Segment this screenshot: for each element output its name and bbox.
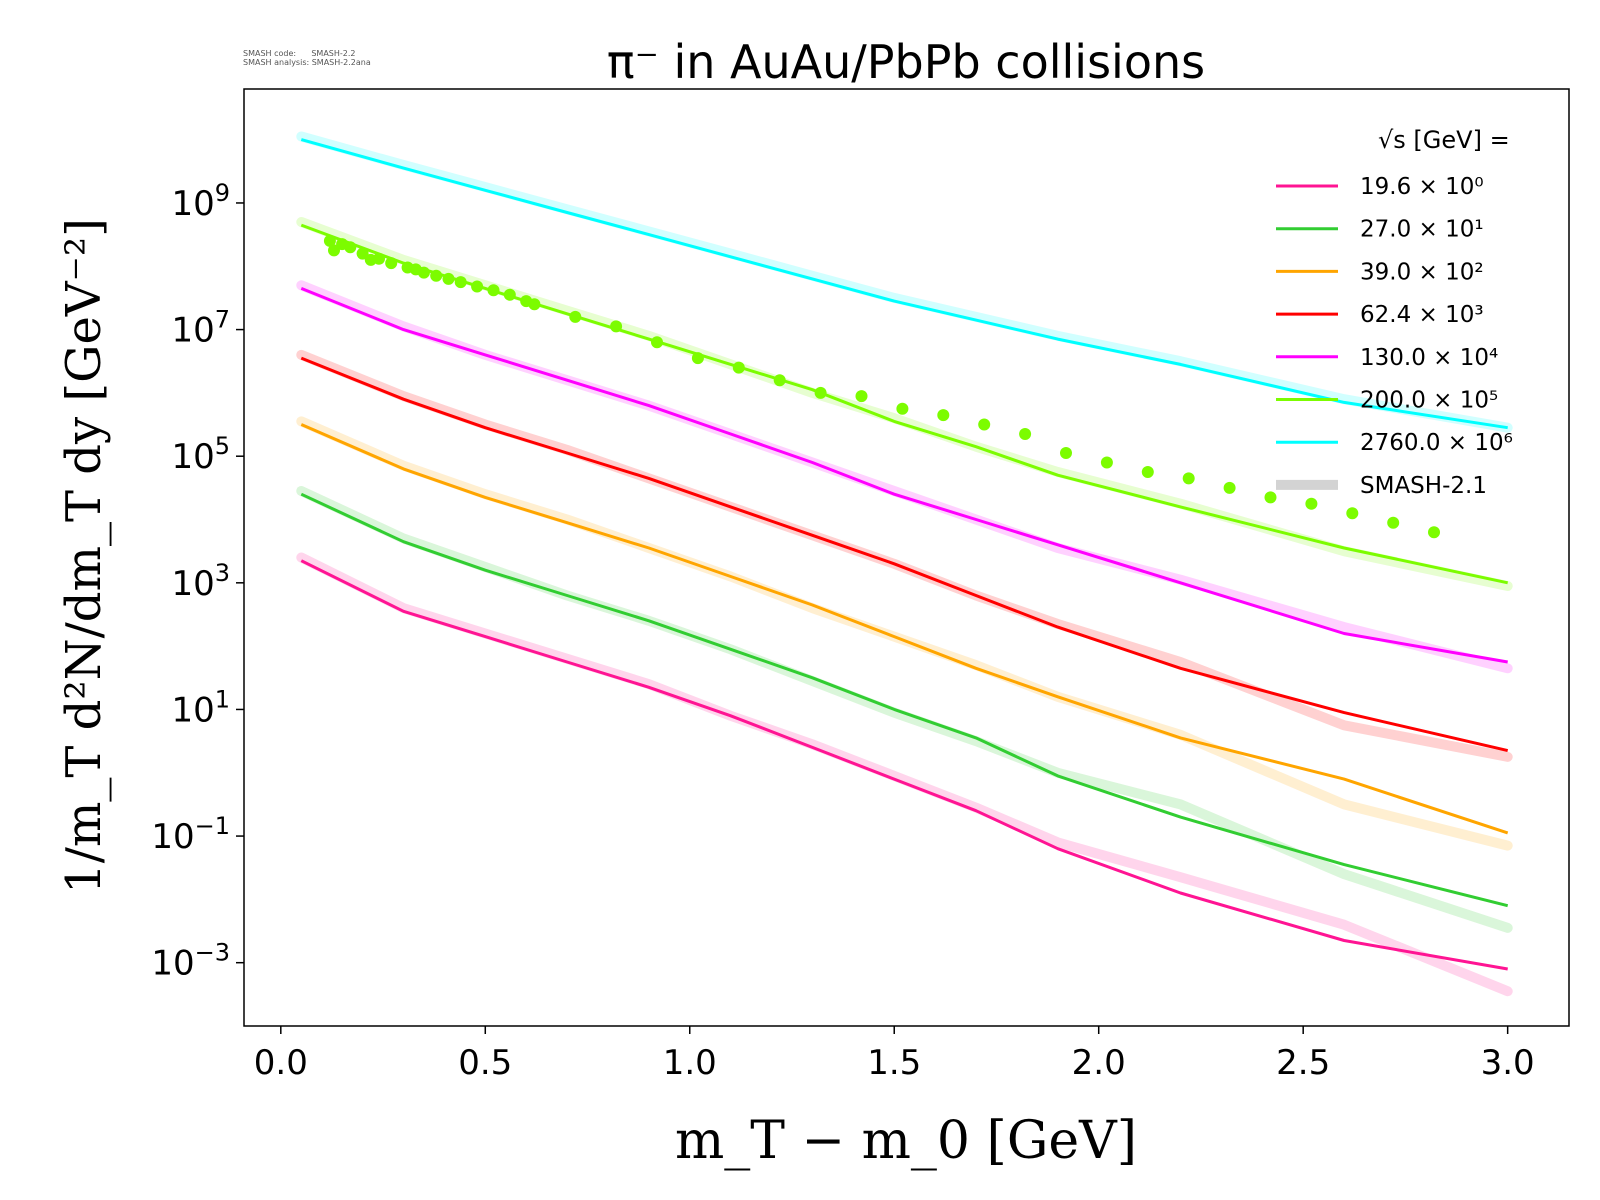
legend-label: 39.0 × 10² bbox=[1360, 259, 1484, 285]
scatter-point bbox=[1428, 526, 1440, 539]
reference-line-3 bbox=[296, 349, 1513, 762]
x-tick-label: 0.0 bbox=[254, 1043, 308, 1083]
legend-label: 19.6 × 10⁰ bbox=[1360, 174, 1484, 200]
scatter-point bbox=[610, 320, 623, 333]
scatter-point bbox=[323, 234, 336, 247]
plot-frame bbox=[243, 88, 1570, 1027]
smash-analysis-label: SMASH analysis: SMASH-2.2ana bbox=[243, 58, 371, 67]
scatter-point bbox=[373, 252, 385, 265]
smash-code-label: SMASH code: SMASH-2.2 bbox=[243, 49, 356, 58]
y-tick-label: 107 bbox=[171, 306, 230, 351]
scatter-point bbox=[773, 374, 786, 387]
y-tick-label: 10−1 bbox=[151, 812, 230, 857]
series-line-2 bbox=[300, 423, 1509, 835]
scatter-point bbox=[417, 266, 430, 279]
y-axis-ticks: 10−3 10−1 101 103 105 107 109 bbox=[151, 179, 244, 984]
reference-curves bbox=[296, 131, 1513, 997]
chart-title: π⁻ in AuAu/PbPb collisions bbox=[607, 35, 1205, 89]
scatter-point bbox=[356, 247, 369, 260]
legend-label: 27.0 × 10¹ bbox=[1360, 217, 1484, 243]
reference-line-0 bbox=[296, 552, 1513, 997]
scatter-point bbox=[1387, 516, 1400, 529]
scatter-point bbox=[651, 336, 663, 349]
legend: 19.6 × 10⁰ 27.0 × 10¹ 39.0 × 10² 62.4 × 10³… bbox=[1276, 174, 1513, 499]
y-tick-label: 109 bbox=[171, 179, 230, 224]
legend-label: 130.0 × 10⁴ bbox=[1360, 345, 1498, 371]
scatter-point bbox=[1060, 447, 1072, 459]
reference-line-5 bbox=[296, 217, 1513, 591]
x-tick-label: 2.0 bbox=[1072, 1043, 1126, 1083]
scatter-point bbox=[385, 257, 398, 270]
scatter-point bbox=[732, 361, 745, 374]
x-axis-label: m_T − m_0 [GeV] bbox=[675, 1111, 1137, 1171]
scatter-point bbox=[896, 402, 909, 415]
scatter-point bbox=[855, 390, 868, 403]
series-line-1 bbox=[300, 492, 1509, 908]
scatter-points bbox=[323, 234, 1440, 539]
legend-label: 2760.0 × 10⁶ bbox=[1360, 430, 1513, 456]
y-axis-label: 1/m_T d²N/dm_T dy [GeV⁻²] bbox=[56, 218, 112, 894]
scatter-point bbox=[442, 272, 455, 285]
scatter-point bbox=[471, 280, 484, 293]
y-tick-label: 10−3 bbox=[151, 939, 230, 984]
scatter-point bbox=[344, 241, 357, 254]
scatter-point bbox=[814, 386, 827, 399]
scatter-point bbox=[487, 284, 500, 297]
legend-label: 200.0 × 10⁵ bbox=[1360, 388, 1498, 414]
reference-line-2 bbox=[296, 416, 1513, 851]
scatter-point bbox=[528, 298, 541, 311]
scatter-point bbox=[978, 418, 991, 431]
scatter-point bbox=[1223, 481, 1236, 494]
scatter-point bbox=[691, 352, 704, 365]
x-tick-label: 2.5 bbox=[1276, 1043, 1330, 1083]
x-tick-label: 0.5 bbox=[458, 1043, 512, 1083]
reference-line-1 bbox=[296, 486, 1513, 933]
x-tick-label: 1.0 bbox=[663, 1043, 717, 1083]
series-curves bbox=[300, 138, 1509, 971]
y-tick-label: 101 bbox=[171, 685, 230, 730]
scatter-point bbox=[1182, 472, 1195, 485]
scatter-point bbox=[1141, 466, 1154, 478]
legend-label: SMASH-2.1 bbox=[1360, 473, 1487, 499]
series-line-5 bbox=[300, 223, 1509, 585]
legend-label: 62.4 × 10³ bbox=[1360, 302, 1484, 328]
series-line-3 bbox=[300, 356, 1509, 753]
scatter-point bbox=[1346, 507, 1359, 520]
series-line-6 bbox=[300, 138, 1508, 430]
scatter-point bbox=[569, 310, 582, 323]
scatter-point bbox=[1100, 456, 1113, 469]
reference-line-4 bbox=[296, 280, 1513, 674]
scatter-point bbox=[328, 244, 340, 257]
scatter-point bbox=[937, 409, 950, 422]
scatter-point bbox=[1305, 497, 1318, 510]
y-tick-label: 105 bbox=[171, 432, 230, 477]
scatter-point bbox=[1019, 428, 1032, 440]
x-axis-ticks: 0.0 0.5 1.0 1.5 2.0 2.5 3.0 bbox=[254, 1026, 1535, 1083]
reference-line-6 bbox=[296, 131, 1513, 433]
x-tick-label: 3.0 bbox=[1481, 1043, 1535, 1083]
scatter-point bbox=[454, 276, 467, 289]
scatter-point bbox=[503, 288, 516, 301]
scatter-point bbox=[430, 269, 443, 282]
scatter-point bbox=[1264, 491, 1277, 504]
x-tick-label: 1.5 bbox=[867, 1043, 921, 1083]
series-line-0 bbox=[300, 559, 1508, 971]
y-tick-label: 103 bbox=[171, 559, 230, 604]
series-line-4 bbox=[300, 287, 1508, 664]
legend-title: √s [GeV] = bbox=[1378, 126, 1510, 154]
